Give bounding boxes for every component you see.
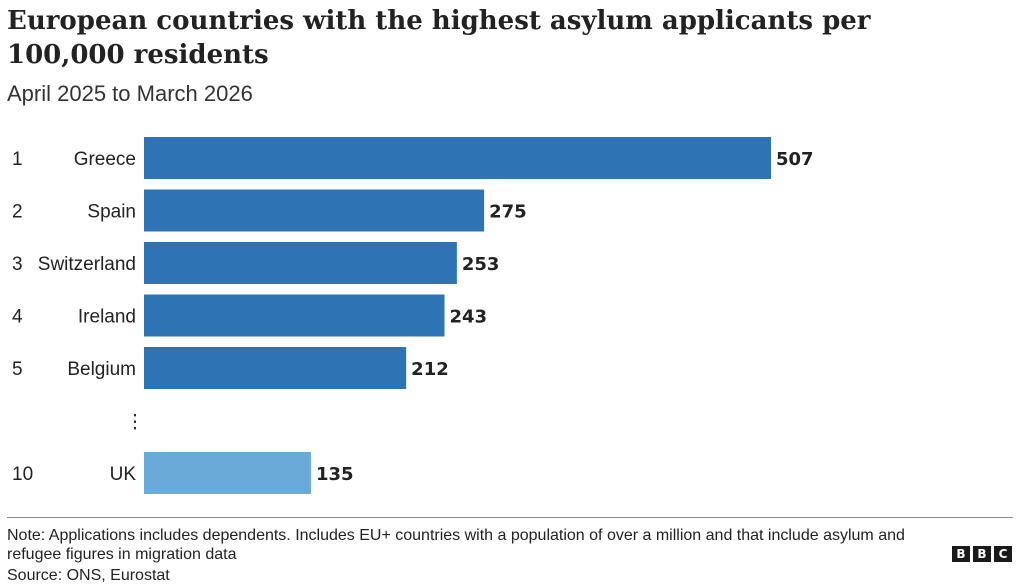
category-label: Spain bbox=[87, 202, 136, 223]
rank-label: 2 bbox=[12, 202, 23, 223]
data-label: 253 bbox=[462, 254, 500, 275]
bar bbox=[144, 137, 771, 179]
bbc-logo-letter: B bbox=[973, 546, 991, 562]
data-label: 507 bbox=[776, 149, 814, 170]
chart-title: European countries with the highest asyl… bbox=[7, 6, 871, 70]
gap-marker: ⋮ bbox=[126, 411, 145, 433]
bbc-logo-letter: C bbox=[994, 546, 1012, 562]
rank-label: 4 bbox=[12, 307, 23, 328]
category-label: Ireland bbox=[78, 307, 136, 328]
bar bbox=[144, 294, 445, 337]
category-label: Switzerland bbox=[38, 254, 136, 275]
data-label: 212 bbox=[411, 359, 449, 380]
bar-chart: 1 Greece 507 2 Spain 275 3 Switzerland 253 4 Irela… bbox=[12, 137, 814, 494]
chart-source: Source: ONS, Eurostat bbox=[7, 567, 170, 584]
rank-label: 5 bbox=[12, 359, 23, 380]
bar bbox=[144, 189, 485, 232]
data-label: 243 bbox=[450, 307, 488, 328]
bbc-logo: B B C bbox=[952, 546, 1012, 562]
rank-label: 3 bbox=[12, 254, 23, 275]
chart-subtitle: April 2025 to March 2026 bbox=[7, 81, 253, 106]
category-label: Greece bbox=[74, 149, 136, 170]
rank-label: 1 bbox=[12, 149, 23, 170]
chart-note: Note: Applications includes dependents. … bbox=[7, 527, 905, 563]
bar bbox=[144, 242, 457, 284]
footer-divider bbox=[7, 517, 1013, 518]
bar bbox=[144, 347, 407, 389]
data-label: 275 bbox=[489, 202, 527, 223]
rank-label: 10 bbox=[12, 464, 33, 485]
category-label: Belgium bbox=[67, 359, 136, 380]
bar bbox=[144, 452, 311, 494]
bbc-logo-letter: B bbox=[952, 546, 970, 562]
data-label: 135 bbox=[316, 464, 354, 485]
category-label: UK bbox=[110, 464, 137, 485]
